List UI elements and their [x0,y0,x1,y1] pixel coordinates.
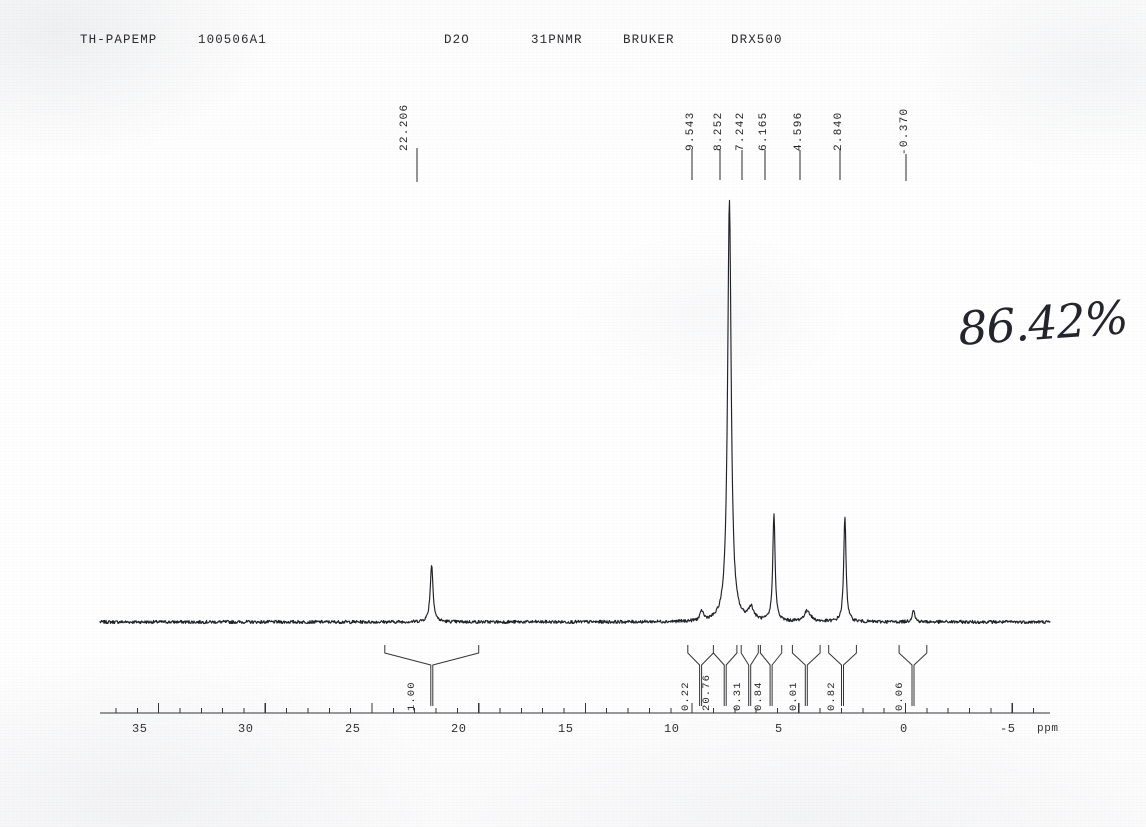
xtick-label-35: 35 [132,722,148,736]
integral-step-curves [384,645,928,706]
integral-curves [384,645,928,706]
xtick-label-5: 5 [775,722,783,736]
axis-ticks [115,703,1034,713]
peak-leader-lines [416,148,907,182]
header-experiment: 31PNMR [531,33,583,47]
xtick-label-0: 0 [900,722,908,736]
xtick-label-15: 15 [558,722,574,736]
xtick-label-20: 20 [451,722,467,736]
spectrum-trace [99,199,1051,625]
spectrum-trace-group [99,199,1051,625]
xtick-label-minus-5: -5 [1000,722,1016,736]
header-experiment-id: 100506A1 [198,33,267,47]
xtick-label-30: 30 [238,722,254,736]
header-manufacturer: BRUKER [623,33,675,47]
xtick-label-10: 10 [664,722,680,736]
header-sample-name: TH-PAPEMP [80,33,158,47]
x-axis [100,703,1050,714]
header-solvent: D2O [444,33,470,47]
header-instrument: DRX500 [731,33,783,47]
axis-unit-label: ppm [1037,723,1059,735]
xtick-label-25: 25 [345,722,361,736]
